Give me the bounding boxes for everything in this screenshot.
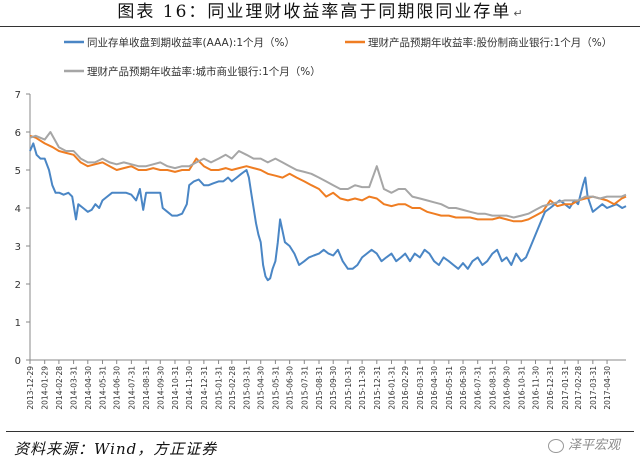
x-tick-label: 2016-06-30 xyxy=(459,366,468,410)
x-tick-label: 2014-05-31 xyxy=(98,366,107,410)
x-tick-label: 2016-07-31 xyxy=(474,366,483,410)
x-tick-label: 2015-01-31 xyxy=(215,366,224,410)
x-tick-label: 2015-12-31 xyxy=(373,366,382,410)
x-tick-label: 2016-04-30 xyxy=(430,366,439,410)
series-line-3 xyxy=(29,131,627,219)
x-tick-label: 2014-03-31 xyxy=(70,366,79,410)
legend-label-3: 理财产品预期年收益率:城市商业银行:1个月（%） xyxy=(87,65,321,78)
legend-label-2: 理财产品预期年收益率:股份制商业银行:1个月（%） xyxy=(368,36,612,49)
x-tick-label: 2014-01-29 xyxy=(41,366,50,410)
x-tick-label: 2017-03-31 xyxy=(589,366,598,410)
x-tick-label: 2016-08-31 xyxy=(488,366,497,410)
chart-title: 图表 16：同业理财收益率高于同期限同业存单 xyxy=(117,2,512,22)
y-tick-label: 5 xyxy=(15,166,21,177)
x-tick-label: 2015-02-28 xyxy=(228,366,237,410)
legend-label-1: 同业存单收盘到期收益率(AAA):1个月（%） xyxy=(87,36,295,49)
series-line-2 xyxy=(29,134,627,223)
x-tick-label: 2016-12-31 xyxy=(546,366,555,410)
x-tick-label: 2014-10-31 xyxy=(171,366,180,410)
x-tick-label: 2014-09-30 xyxy=(156,366,165,410)
x-tick-label: 2013-12-29 xyxy=(26,366,35,410)
y-tick-label: 3 xyxy=(15,242,21,253)
footer: 资料来源：Wind，方正证券 泽平宏观 xyxy=(6,431,634,460)
y-tick-label: 1 xyxy=(15,318,21,329)
source-note: 资料来源：Wind，方正证券 xyxy=(14,440,218,458)
x-tick-label: 2015-11-30 xyxy=(358,366,367,410)
x-tick-label: 2014-02-28 xyxy=(55,366,64,410)
x-tick-label: 2015-04-30 xyxy=(257,366,266,410)
y-tick-label: 6 xyxy=(15,128,21,139)
y-tick-label: 2 xyxy=(15,280,21,291)
x-tick-label: 2016-11-30 xyxy=(532,366,541,410)
y-tick-label: 0 xyxy=(15,356,21,367)
line-chart: 同业存单收盘到期收益率(AAA):1个月（%） 理财产品预期年收益率:股份制商业银… xyxy=(15,36,627,410)
x-tick-label: 2014-11-30 xyxy=(185,366,194,410)
x-tick-label: 2014-12-31 xyxy=(200,366,209,410)
watermark-text: 泽平宏观 xyxy=(567,438,620,453)
x-tick-label: 2017-02-28 xyxy=(574,366,583,410)
x-tick-label: 2015-06-30 xyxy=(286,366,295,410)
y-tick-label: 7 xyxy=(15,90,21,101)
x-tick-label: 2016-05-31 xyxy=(445,366,454,410)
x-tick-label: 2015-08-31 xyxy=(315,366,324,410)
x-tick-label: 2014-07-31 xyxy=(127,366,136,410)
x-tick-label: 2016-10-31 xyxy=(517,366,526,410)
x-tick-label: 2016-03-31 xyxy=(416,366,425,410)
x-tick-label: 2017-04-30 xyxy=(603,366,612,410)
x-tick-label: 2014-08-31 xyxy=(142,366,151,410)
x-tick-label: 2015-05-31 xyxy=(271,366,280,410)
chart-title-bar: 图表 16：同业理财收益率高于同期限同业存单 ↵ xyxy=(0,0,640,27)
x-tick-label: 2014-04-30 xyxy=(84,366,93,410)
x-tick-label: 2017-01-31 xyxy=(561,366,570,410)
y-tick-label: 4 xyxy=(15,204,21,215)
watermark: 泽平宏观 xyxy=(547,434,620,453)
x-tick-label: 2014-06-30 xyxy=(113,366,122,410)
x-tick-label: 2016-02-29 xyxy=(401,366,410,410)
paragraph-mark-icon: ↵ xyxy=(513,7,523,20)
series-line-1 xyxy=(29,142,627,282)
x-tick-label: 2016-01-31 xyxy=(387,366,396,410)
x-tick-label: 2016-09-30 xyxy=(503,366,512,410)
x-tick-label: 2015-07-31 xyxy=(300,366,309,410)
x-tick-label: 2015-03-31 xyxy=(243,366,252,410)
wechat-icon xyxy=(547,438,564,453)
x-tick-label: 2015-10-31 xyxy=(344,366,353,410)
x-tick-label: 2015-09-30 xyxy=(329,366,338,410)
